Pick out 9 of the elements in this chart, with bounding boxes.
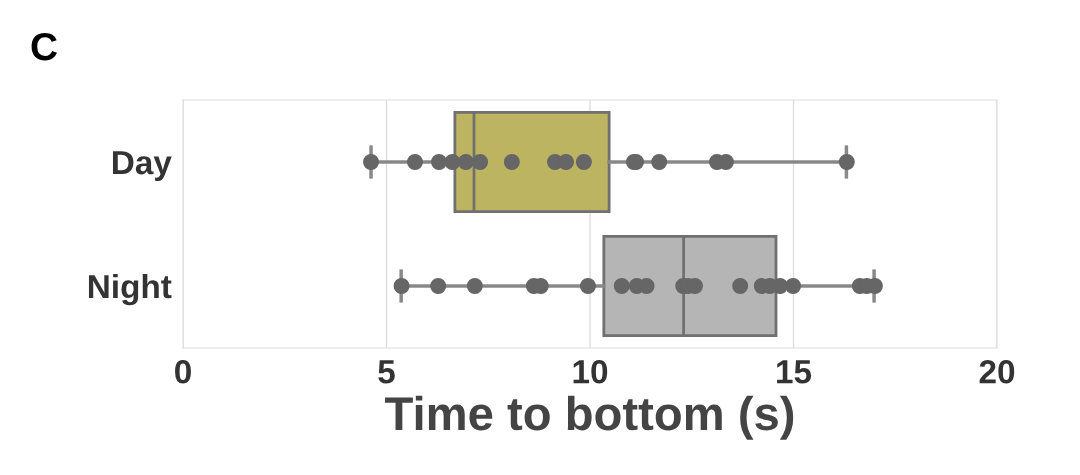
x-axis-title: Time to bottom (s) bbox=[385, 395, 794, 440]
chart-title: C bbox=[31, 32, 58, 61]
x-tick-label: 20 bbox=[979, 359, 1015, 384]
x-tick-label: 0 bbox=[175, 359, 191, 384]
y-tick-label: Day bbox=[112, 151, 172, 181]
x-tick-label: 10 bbox=[573, 359, 608, 384]
x-tick-label: 15 bbox=[777, 360, 812, 384]
y-tick-label: Night bbox=[88, 273, 172, 306]
x-tick-label: 5 bbox=[378, 360, 395, 384]
